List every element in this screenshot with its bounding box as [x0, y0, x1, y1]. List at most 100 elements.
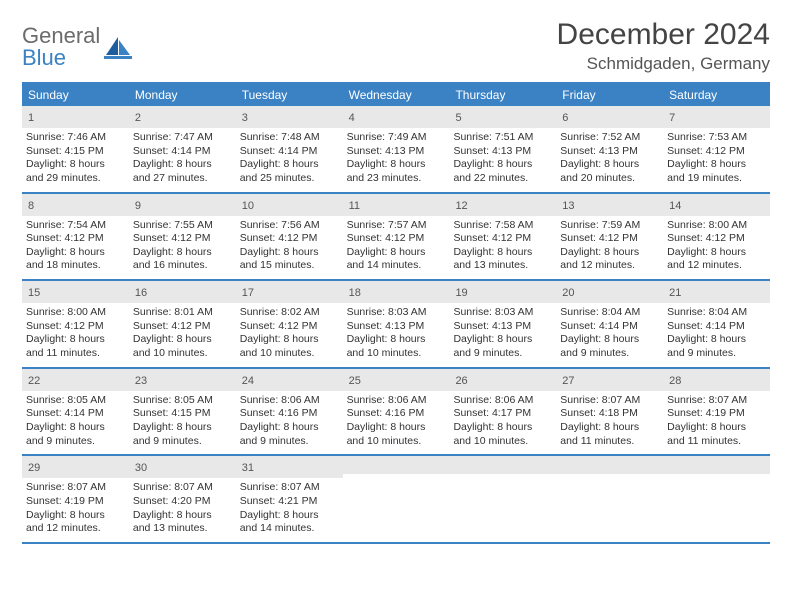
day-cell: [663, 456, 770, 542]
daylight-text: Daylight: 8 hours: [26, 421, 125, 435]
day-number-bar: 16: [129, 281, 236, 303]
daylight-text: and 15 minutes.: [240, 259, 339, 273]
day-cell: 30Sunrise: 8:07 AMSunset: 4:20 PMDayligh…: [129, 456, 236, 542]
sunrise-text: Sunrise: 8:04 AM: [560, 306, 659, 320]
day-cell: 10Sunrise: 7:56 AMSunset: 4:12 PMDayligh…: [236, 194, 343, 280]
sunset-text: Sunset: 4:12 PM: [347, 232, 446, 246]
day-number: 4: [349, 112, 355, 124]
daylight-text: Daylight: 8 hours: [133, 333, 232, 347]
day-number-bar: 12: [449, 194, 556, 216]
title-block: December 2024 Schmidgaden, Germany: [557, 18, 770, 74]
daylight-text: Daylight: 8 hours: [560, 158, 659, 172]
daylight-text: and 9 minutes.: [240, 435, 339, 449]
day-number: 14: [669, 200, 681, 212]
sunrise-text: Sunrise: 7:58 AM: [453, 219, 552, 233]
day-number: 26: [455, 375, 467, 387]
sunset-text: Sunset: 4:12 PM: [133, 232, 232, 246]
day-number-bar: 1: [22, 106, 129, 128]
day-number-bar: 15: [22, 281, 129, 303]
daylight-text: and 10 minutes.: [240, 347, 339, 361]
day-cell: 27Sunrise: 8:07 AMSunset: 4:18 PMDayligh…: [556, 369, 663, 455]
day-number-bar: 4: [343, 106, 450, 128]
sunrise-text: Sunrise: 8:05 AM: [133, 394, 232, 408]
daylight-text: and 10 minutes.: [453, 435, 552, 449]
sunrise-text: Sunrise: 8:06 AM: [453, 394, 552, 408]
sunset-text: Sunset: 4:17 PM: [453, 407, 552, 421]
daylight-text: and 9 minutes.: [667, 347, 766, 361]
day-cell: 19Sunrise: 8:03 AMSunset: 4:13 PMDayligh…: [449, 281, 556, 367]
day-number-bar: 3: [236, 106, 343, 128]
daylight-text: and 11 minutes.: [667, 435, 766, 449]
day-number-bar: 31: [236, 456, 343, 478]
day-number-bar: 21: [663, 281, 770, 303]
sunrise-text: Sunrise: 7:49 AM: [347, 131, 446, 145]
daylight-text: Daylight: 8 hours: [240, 246, 339, 260]
sunset-text: Sunset: 4:12 PM: [26, 320, 125, 334]
sunset-text: Sunset: 4:21 PM: [240, 495, 339, 509]
day-cell: 20Sunrise: 8:04 AMSunset: 4:14 PMDayligh…: [556, 281, 663, 367]
sunrise-text: Sunrise: 7:48 AM: [240, 131, 339, 145]
daylight-text: and 12 minutes.: [26, 522, 125, 536]
day-cell: 8Sunrise: 7:54 AMSunset: 4:12 PMDaylight…: [22, 194, 129, 280]
day-cell: 11Sunrise: 7:57 AMSunset: 4:12 PMDayligh…: [343, 194, 450, 280]
sunset-text: Sunset: 4:15 PM: [133, 407, 232, 421]
daylight-text: Daylight: 8 hours: [347, 246, 446, 260]
week-row: 8Sunrise: 7:54 AMSunset: 4:12 PMDaylight…: [22, 194, 770, 282]
day-number-bar: [343, 456, 450, 474]
day-header: Friday: [556, 84, 663, 106]
daylight-text: and 20 minutes.: [560, 172, 659, 186]
day-header-row: Sunday Monday Tuesday Wednesday Thursday…: [22, 84, 770, 106]
sunrise-text: Sunrise: 7:54 AM: [26, 219, 125, 233]
day-cell: 22Sunrise: 8:05 AMSunset: 4:14 PMDayligh…: [22, 369, 129, 455]
daylight-text: and 9 minutes.: [133, 435, 232, 449]
sunset-text: Sunset: 4:12 PM: [560, 232, 659, 246]
day-number-bar: 19: [449, 281, 556, 303]
day-cell: 14Sunrise: 8:00 AMSunset: 4:12 PMDayligh…: [663, 194, 770, 280]
daylight-text: Daylight: 8 hours: [453, 158, 552, 172]
sunset-text: Sunset: 4:16 PM: [347, 407, 446, 421]
daylight-text: and 14 minutes.: [240, 522, 339, 536]
sunset-text: Sunset: 4:12 PM: [667, 232, 766, 246]
day-number: 31: [242, 462, 254, 474]
daylight-text: Daylight: 8 hours: [240, 421, 339, 435]
day-number-bar: 24: [236, 369, 343, 391]
day-cell: 7Sunrise: 7:53 AMSunset: 4:12 PMDaylight…: [663, 106, 770, 192]
daylight-text: and 11 minutes.: [26, 347, 125, 361]
day-number-bar: 27: [556, 369, 663, 391]
daylight-text: and 29 minutes.: [26, 172, 125, 186]
day-number-bar: 13: [556, 194, 663, 216]
day-cell: 16Sunrise: 8:01 AMSunset: 4:12 PMDayligh…: [129, 281, 236, 367]
daylight-text: Daylight: 8 hours: [133, 421, 232, 435]
sunrise-text: Sunrise: 7:52 AM: [560, 131, 659, 145]
daylight-text: Daylight: 8 hours: [26, 509, 125, 523]
day-cell: 28Sunrise: 8:07 AMSunset: 4:19 PMDayligh…: [663, 369, 770, 455]
daylight-text: Daylight: 8 hours: [347, 333, 446, 347]
day-number-bar: 7: [663, 106, 770, 128]
sunset-text: Sunset: 4:13 PM: [347, 320, 446, 334]
daylight-text: Daylight: 8 hours: [26, 246, 125, 260]
sunset-text: Sunset: 4:13 PM: [560, 145, 659, 159]
daylight-text: Daylight: 8 hours: [26, 158, 125, 172]
sunset-text: Sunset: 4:19 PM: [26, 495, 125, 509]
sunset-text: Sunset: 4:12 PM: [240, 232, 339, 246]
sunset-text: Sunset: 4:20 PM: [133, 495, 232, 509]
day-number: 21: [669, 287, 681, 299]
day-number-bar: 6: [556, 106, 663, 128]
daylight-text: Daylight: 8 hours: [560, 246, 659, 260]
day-cell: 13Sunrise: 7:59 AMSunset: 4:12 PMDayligh…: [556, 194, 663, 280]
day-number: 1: [28, 112, 34, 124]
sunset-text: Sunset: 4:13 PM: [347, 145, 446, 159]
sunrise-text: Sunrise: 7:51 AM: [453, 131, 552, 145]
sunrise-text: Sunrise: 8:05 AM: [26, 394, 125, 408]
daylight-text: and 23 minutes.: [347, 172, 446, 186]
day-number: 29: [28, 462, 40, 474]
sunrise-text: Sunrise: 8:06 AM: [347, 394, 446, 408]
day-number-bar: 5: [449, 106, 556, 128]
day-header: Saturday: [663, 84, 770, 106]
sunset-text: Sunset: 4:12 PM: [26, 232, 125, 246]
day-number-bar: 25: [343, 369, 450, 391]
day-cell: 24Sunrise: 8:06 AMSunset: 4:16 PMDayligh…: [236, 369, 343, 455]
day-cell: 29Sunrise: 8:07 AMSunset: 4:19 PMDayligh…: [22, 456, 129, 542]
day-number-bar: 10: [236, 194, 343, 216]
day-number-bar: 9: [129, 194, 236, 216]
